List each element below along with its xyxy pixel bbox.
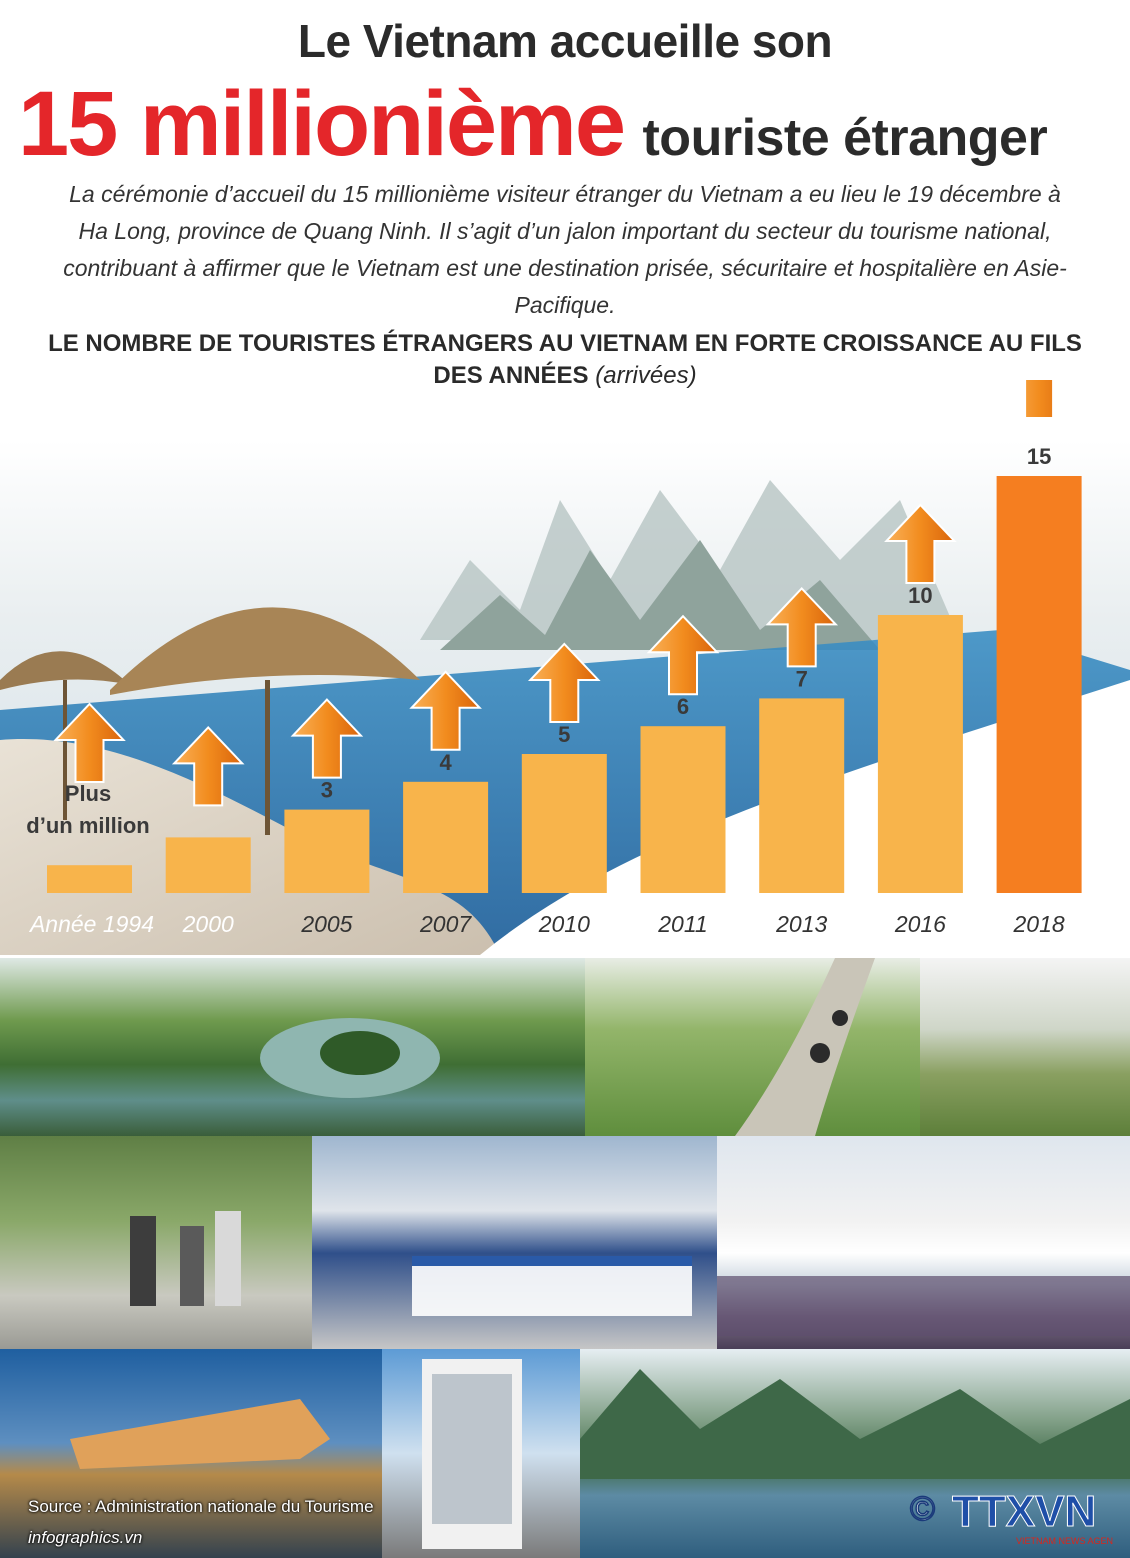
category-label-2010: 2010 — [538, 911, 590, 937]
photo-airport-welcome — [312, 1136, 717, 1349]
category-label-2018: 2018 — [1013, 911, 1065, 937]
growth-arrow-icon — [884, 503, 957, 584]
category-label-année-1994: Année 1994 — [28, 911, 154, 937]
value-label-2016: 10 — [908, 583, 932, 608]
value-label-2011: 6 — [677, 694, 689, 719]
value-label-1994-line2: d’un million — [26, 813, 149, 838]
value-label-2007: 4 — [439, 750, 452, 775]
title-highlight: 15 millionième — [18, 73, 626, 175]
photo-village — [920, 958, 1130, 1136]
bar-année-1994 — [47, 865, 132, 893]
bar-2000 — [165, 837, 251, 893]
ttxvn-logo: © TTXVN VIETNAM NEWS AGENCY — [909, 1487, 1113, 1547]
photo-modern-building — [0, 1349, 382, 1558]
growth-arrow-icon — [290, 698, 364, 779]
title-row: 15 millionième touriste étranger — [18, 74, 1128, 174]
growth-arrow-icon — [765, 586, 839, 668]
chart-unit: (arrivées) — [595, 362, 697, 389]
growth-arrow-icon — [646, 614, 720, 696]
photo-trang-an-boats — [580, 1349, 1130, 1558]
title-rest: touriste étranger — [642, 109, 1048, 167]
chart-title: LE NOMBRE DE TOURISTES ÉTRANGERS AU VIET… — [48, 330, 1082, 389]
bar-2013 — [759, 698, 845, 893]
photo-cruise-ship — [717, 1136, 1130, 1349]
umbrella-left — [0, 651, 130, 820]
photo-street-tourists — [0, 1136, 312, 1349]
category-label-2013: 2013 — [775, 911, 827, 937]
category-label-2011: 2011 — [657, 911, 707, 937]
growth-arrow-icon — [1024, 380, 1055, 419]
category-label-2007: 2007 — [419, 911, 472, 937]
photo-hotel-tower — [382, 1349, 580, 1558]
photo-hoan-kiem-lake — [0, 958, 585, 1136]
category-label-2005: 2005 — [300, 911, 352, 937]
title-line1: Le Vietnam accueille son — [297, 15, 833, 67]
chart-title-block: LE NOMBRE DE TOURISTES ÉTRANGERS AU VIET… — [30, 328, 1100, 392]
category-label-2016: 2016 — [894, 911, 946, 937]
growth-arrow-icon — [409, 670, 482, 751]
bar-2005 — [284, 809, 370, 893]
value-label-1994-line1: Plus — [65, 781, 111, 806]
value-label-2013: 7 — [796, 666, 808, 691]
growth-arrow-icon — [53, 702, 126, 783]
bars — [47, 380, 1082, 893]
value-label-2005: 3 — [321, 778, 333, 803]
value-label-2018: 15 — [1027, 444, 1051, 469]
photo-cycling-path — [585, 958, 920, 1136]
photo-collage — [0, 958, 1130, 1558]
source-note: Source : Administration nationale du Tou… — [28, 1497, 374, 1516]
site-credit: infographics.vn — [28, 1528, 143, 1547]
growth-arrow-icon — [171, 725, 245, 807]
bar-2011 — [640, 726, 726, 893]
copyright-symbol: © — [910, 1490, 935, 1528]
logo-subtext: VIETNAM NEWS AGENCY — [1016, 1536, 1113, 1546]
growth-arrow-icon — [527, 642, 601, 723]
labels: Plus d’un million Année 1994 2000 3 2005 4 2007… — [26, 444, 1065, 937]
bar-2018 — [996, 476, 1082, 893]
intro-paragraph: La cérémonie d’accueil du 15 millionième… — [63, 181, 1067, 318]
bar-2016 — [877, 615, 963, 893]
bar-2007 — [403, 781, 489, 893]
umbrella-right — [110, 607, 420, 835]
logo-text: TTXVN — [952, 1487, 1096, 1536]
value-label-2010: 5 — [558, 722, 570, 747]
bar-chart: Plus d’un million Année 1994 2000 3 2005 4 2007… — [0, 380, 1130, 955]
category-label-2000: 2000 — [182, 911, 234, 937]
bar-2010 — [521, 754, 607, 893]
